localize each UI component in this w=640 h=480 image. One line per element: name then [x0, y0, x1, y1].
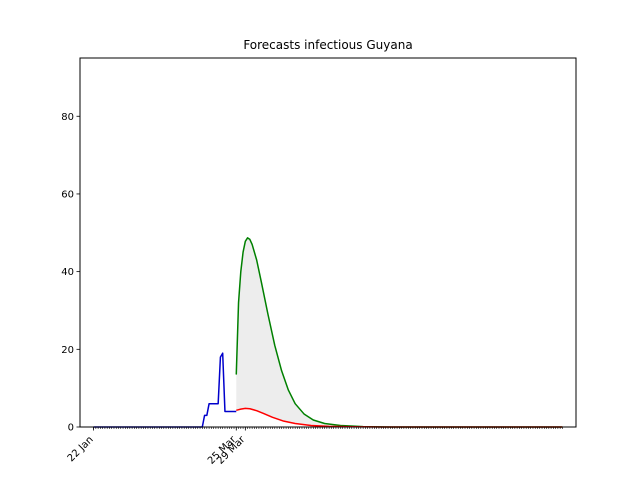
series-line-0 — [93, 352, 237, 428]
y-tick-label: 40 — [61, 267, 74, 278]
plot-frame — [79, 57, 577, 428]
y-tick-label: 60 — [61, 189, 74, 200]
y-tick-label: 80 — [61, 112, 74, 123]
y-tick-label: 20 — [61, 345, 74, 356]
series-line-1 — [235, 237, 563, 428]
chart-title: Forecasts infectious Guyana — [243, 38, 412, 52]
y-tick-label: 0 — [68, 423, 74, 434]
forecast-band — [236, 237, 563, 427]
